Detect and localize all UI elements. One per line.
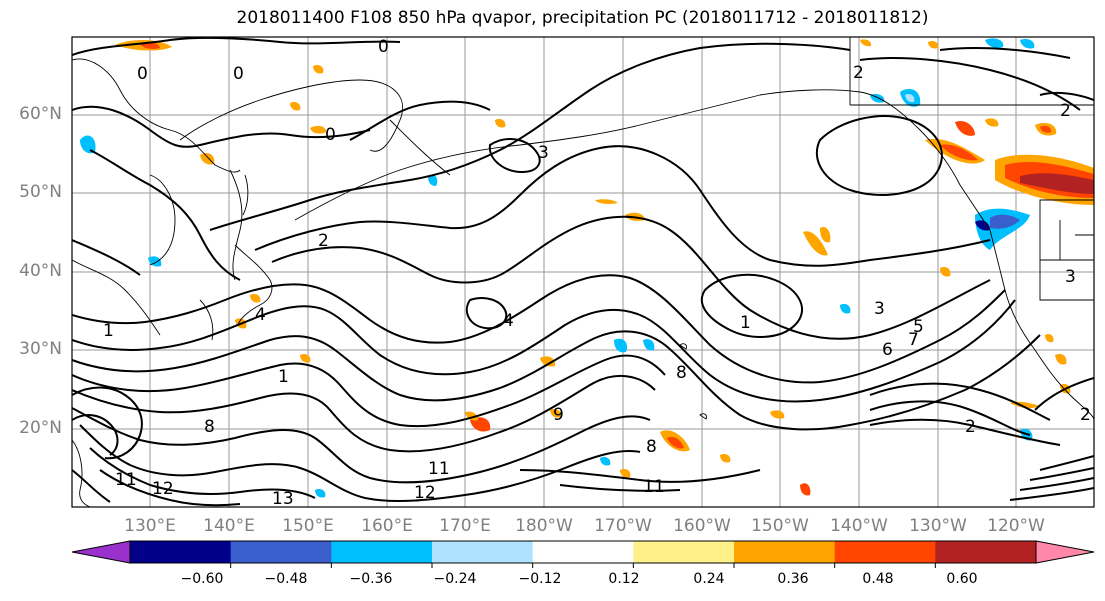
contour-label: 8 bbox=[204, 417, 215, 437]
precipitation-patches bbox=[80, 38, 1094, 498]
colorbar-segment bbox=[532, 541, 634, 563]
colorbar-extend-high bbox=[1035, 540, 1095, 564]
contour-label: 2 bbox=[853, 63, 864, 83]
contour-label: 0 bbox=[233, 64, 244, 84]
lon-label-170w: 170°W bbox=[594, 516, 652, 536]
colorbar-tick-label: 0.60 bbox=[946, 571, 978, 587]
contour-label: 4 bbox=[255, 305, 266, 325]
colorbar-segment bbox=[331, 541, 433, 563]
contour-label-group: 0 0 0 0 2 2 2 2 2 3 3 3 4 4 1 1 1 8 8 8 … bbox=[103, 37, 1091, 509]
lat-label-60n: 60°N bbox=[19, 104, 62, 124]
colorbar-tick-label: 0.36 bbox=[777, 571, 809, 587]
contour-label: 12 bbox=[152, 479, 174, 499]
colorbar-tick-label: −0.48 bbox=[264, 571, 308, 587]
contour-label: 1 bbox=[278, 367, 289, 387]
colorbar-segment bbox=[130, 541, 232, 563]
lon-label-140w: 140°W bbox=[830, 516, 888, 536]
lon-label-150e: 150°E bbox=[282, 516, 334, 536]
colorbar-segments bbox=[71, 540, 1095, 568]
lon-label-170e: 170°E bbox=[439, 516, 491, 536]
contour-label: 11 bbox=[115, 470, 137, 490]
contour-label: 4 bbox=[503, 311, 514, 331]
lon-label-120w: 120°W bbox=[987, 516, 1045, 536]
contour-label: 1 bbox=[740, 313, 751, 333]
contour-label: 5 bbox=[913, 317, 924, 337]
contour-label: 0 bbox=[137, 64, 148, 84]
colorbar-tick-label: 0.48 bbox=[862, 571, 894, 587]
lat-label-40n: 40°N bbox=[19, 261, 62, 281]
contour-label: 8 bbox=[676, 363, 687, 383]
contour-label: 11 bbox=[643, 477, 665, 497]
colorbar-segment bbox=[633, 541, 735, 563]
contour-label: 2 bbox=[1060, 101, 1071, 121]
colorbar-tick-label: −0.24 bbox=[433, 571, 477, 587]
lon-label-140e: 140°E bbox=[203, 516, 255, 536]
contour-label: 12 bbox=[414, 483, 436, 503]
colorbar-segment bbox=[834, 541, 936, 563]
lon-label-180w: 180°W bbox=[515, 516, 573, 536]
map-title: 2018011400 F108 850 hPa qvapor, precipit… bbox=[236, 8, 929, 28]
lat-label-50n: 50°N bbox=[19, 182, 62, 202]
contour-label: 2 bbox=[965, 417, 976, 437]
lon-label-130e: 130°E bbox=[124, 516, 176, 536]
colorbar-segment bbox=[230, 541, 332, 563]
contour-lines bbox=[72, 37, 1094, 507]
contour-label: 8 bbox=[646, 437, 657, 457]
colorbar-tick-label: −0.36 bbox=[349, 571, 393, 587]
colorbar-tick-label: −0.12 bbox=[518, 571, 562, 587]
contour-label: 2 bbox=[1080, 405, 1091, 425]
contour-label: 3 bbox=[1065, 267, 1076, 287]
contour-label: 11 bbox=[428, 459, 450, 479]
colorbar-tick-label: −0.60 bbox=[180, 571, 224, 587]
colorbar-border bbox=[129, 540, 1037, 564]
lon-label-160e: 160°E bbox=[361, 516, 413, 536]
coastlines bbox=[72, 37, 1094, 507]
colorbar-tick-label: 0.24 bbox=[693, 571, 725, 587]
colorbar-segment bbox=[734, 541, 836, 563]
colorbar-extend-low bbox=[71, 540, 131, 564]
colorbar-segment bbox=[432, 541, 534, 563]
contour-label: 9 bbox=[553, 405, 564, 425]
lon-label-150w: 150°W bbox=[751, 516, 809, 536]
contour-label: 13 bbox=[272, 489, 294, 509]
contour-label: 0 bbox=[378, 37, 389, 57]
colorbar-tick-label: 0.12 bbox=[608, 571, 640, 587]
contour-label: 3 bbox=[874, 299, 885, 319]
contour-label: 2 bbox=[318, 231, 329, 251]
contour-label: 0 bbox=[325, 125, 336, 145]
contour-label: 3 bbox=[538, 143, 549, 163]
contour-label: 6 bbox=[882, 340, 893, 360]
contour-label: 1 bbox=[103, 321, 114, 341]
contour-label: 7 bbox=[908, 330, 919, 350]
lon-label-160w: 160°W bbox=[673, 516, 731, 536]
lat-label-30n: 30°N bbox=[19, 339, 62, 359]
lon-label-130w: 130°W bbox=[909, 516, 967, 536]
colorbar-segment bbox=[935, 541, 1037, 563]
lat-label-20n: 20°N bbox=[19, 418, 62, 438]
